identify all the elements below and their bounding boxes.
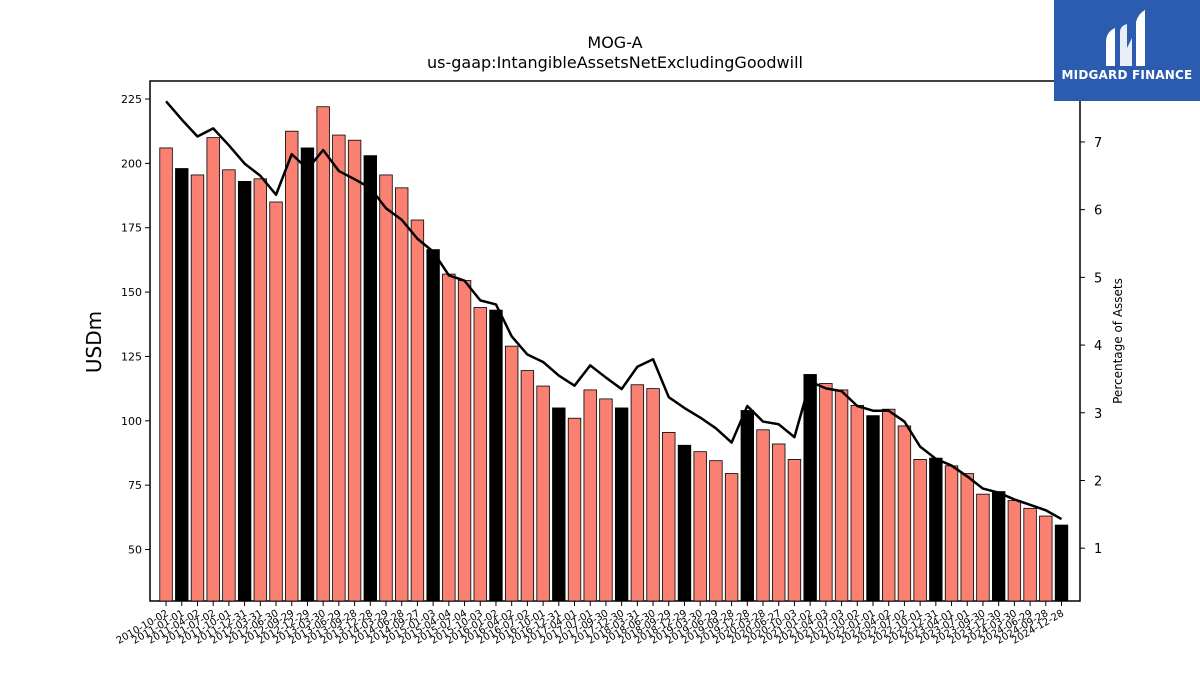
chart-title: MOG-A	[587, 33, 642, 52]
bar-2016-07-02	[520, 370, 535, 602]
bar-2018-09-29	[662, 431, 676, 602]
bar-2018-06-30	[646, 388, 660, 602]
bar-2019-06-29	[709, 460, 723, 602]
y-axis-label: USDm	[82, 311, 106, 373]
brand-logo: MIDGARD FINANCE	[1054, 0, 1200, 101]
bar-2011-10-01	[222, 169, 236, 602]
bar-2014-03-29	[379, 174, 393, 602]
y2-tick-label-1: 1	[1094, 542, 1102, 557]
bar-2021-07-03	[834, 389, 849, 602]
bar-2022-12-31	[929, 457, 943, 602]
y-tick-label-50: 50	[128, 544, 142, 557]
bar-2013-03-30	[316, 106, 330, 602]
bar-2022-10-01	[913, 459, 927, 602]
midgard-logo-icon	[1106, 10, 1145, 66]
bar-2015-07-04	[457, 280, 472, 602]
bar-2011-12-31	[237, 180, 252, 602]
bar-2012-09-29	[285, 130, 299, 602]
y2-tick-label-6: 6	[1094, 204, 1102, 219]
bar-2015-10-03	[473, 307, 487, 602]
bar-2016-04-02	[504, 345, 519, 602]
bar-2021-04-03	[819, 383, 833, 602]
bars-group	[159, 106, 1069, 602]
y2-tick-label-5: 5	[1094, 271, 1102, 286]
bar-2011-07-02	[206, 137, 220, 602]
bar-2011-01-01	[175, 168, 189, 602]
y-tick-label-75: 75	[128, 479, 142, 492]
bar-2023-07-01	[960, 473, 974, 602]
line-group	[165, 100, 1063, 521]
y-tick-label-100: 100	[121, 415, 142, 428]
bar-2015-04-04	[442, 273, 456, 602]
bar-2015-01-03	[426, 249, 440, 602]
bar-2021-10-02	[850, 404, 864, 602]
bar-2014-06-28	[395, 187, 409, 602]
y-tick-label-125: 125	[121, 350, 142, 363]
bar-2022-07-02	[897, 425, 912, 602]
bar-2022-01-01	[866, 415, 880, 602]
y2-tick-label-4: 4	[1094, 339, 1102, 354]
bar-2024-12-28	[1054, 524, 1069, 602]
bar-2023-09-30	[976, 493, 990, 602]
bar-2013-12-28	[363, 155, 377, 602]
bar-2014-09-27	[410, 219, 425, 602]
y-tick-label-150: 150	[121, 286, 142, 299]
bar-2020-10-03	[787, 459, 802, 602]
bar-2019-12-28	[740, 410, 755, 602]
bar-2022-04-02	[882, 408, 896, 602]
y2-tick-label-3: 3	[1094, 407, 1102, 422]
bar-2019-03-30	[693, 451, 707, 602]
bar-2016-10-01	[536, 385, 550, 602]
bar-2012-06-30	[269, 201, 283, 602]
bar-2017-09-30	[599, 398, 613, 602]
y2-tick-label-2: 2	[1094, 474, 1102, 489]
y-tick-label-175: 175	[121, 222, 142, 235]
chart-subtitle: us-gaap:IntangibleAssetsNetExcludingGood…	[427, 53, 803, 72]
y-tick-label-200: 200	[121, 157, 142, 170]
y2-axis-label: Percentage of Assets	[1111, 278, 1125, 404]
bar-2010-10-02	[159, 147, 173, 602]
bar-2024-06-29	[1023, 507, 1037, 602]
brand-name: MIDGARD FINANCE	[1061, 68, 1193, 82]
bar-2019-09-28	[724, 473, 739, 602]
bar-2023-04-01	[944, 465, 959, 602]
y2-tick-label-7: 7	[1094, 136, 1102, 151]
bar-2013-06-29	[332, 134, 346, 602]
axes-group: 507510012515017520022512345672010-10-022…	[115, 93, 1103, 647]
pct-of-assets-line	[165, 100, 1063, 521]
bar-2020-03-28	[756, 429, 770, 602]
bar-2012-03-31	[253, 178, 268, 602]
bar-2017-07-01	[583, 389, 597, 602]
bar-2017-04-01	[567, 417, 582, 602]
bar-2016-01-02	[489, 309, 503, 602]
y-tick-label-225: 225	[121, 93, 142, 106]
bar-2021-01-02	[803, 374, 817, 602]
bar-2013-09-28	[347, 139, 362, 602]
bar-2016-12-31	[552, 407, 566, 602]
bar-2017-12-30	[614, 407, 629, 602]
bar-2024-03-30	[1007, 500, 1022, 602]
bar-2023-12-30	[991, 491, 1006, 602]
bar-2018-12-29	[677, 444, 692, 602]
bar-2020-06-27	[772, 443, 786, 602]
bar-2012-12-29	[300, 147, 315, 602]
bar-2011-04-02	[190, 174, 205, 602]
bar-2018-03-31	[630, 384, 645, 602]
bar-2024-09-28	[1039, 515, 1053, 602]
